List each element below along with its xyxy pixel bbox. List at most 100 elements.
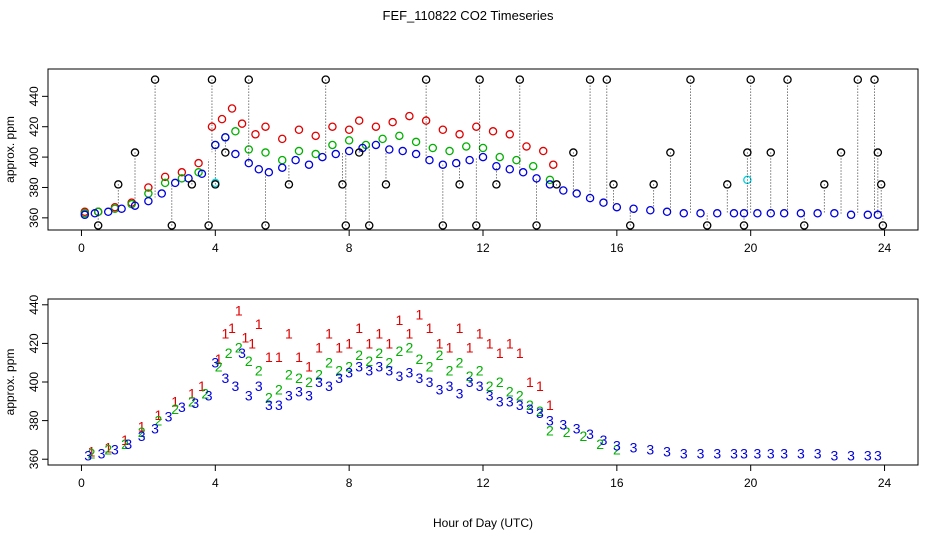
bottom-series-2-point: 3 [385, 362, 393, 378]
top-series-1-point [478, 143, 488, 153]
top-series-2-point [244, 158, 254, 168]
top-series-4-point [870, 75, 879, 84]
top-series-4-point [341, 221, 351, 230]
bottom-series-1-point: 2 [275, 382, 283, 398]
top-series-4-point [569, 148, 578, 157]
bottom-series-1-point: 2 [305, 374, 313, 390]
top-series-1-point [277, 155, 287, 165]
top-series-4-point [515, 75, 525, 84]
top-y-tick-label: 360 [27, 208, 41, 228]
top-series-4-point [421, 75, 431, 84]
top-series-4-point [455, 180, 464, 189]
top-series-2-point [779, 209, 789, 218]
top-series-4-point [475, 75, 484, 84]
top-series-1-point [512, 155, 521, 165]
bottom-series-2-point: 3 [231, 378, 239, 394]
top-series-1-point [462, 142, 471, 151]
top-series-1-point [378, 134, 387, 144]
bottom-series-2-point: 3 [416, 370, 424, 386]
bottom-series-0-point: 1 [315, 339, 323, 355]
top-y-tick-label: 420 [27, 116, 41, 136]
top-series-2-point [796, 209, 806, 218]
bottom-series-1-point: 2 [375, 345, 383, 361]
top-series-4-point [873, 148, 883, 157]
bottom-series-1-point: 2 [104, 442, 112, 458]
bottom-series-0-point: 1 [121, 432, 129, 448]
bottom-series-2-point: 3 [345, 364, 353, 380]
bottom-series-0-point: 1 [355, 320, 363, 336]
bottom-series-2-point: 3 [864, 447, 872, 463]
bottom-series-0-point: 1 [456, 320, 464, 336]
bottom-series-0-point: 1 [155, 407, 163, 423]
bottom-series-0-point: 1 [426, 320, 434, 336]
bottom-series-1-point: 2 [88, 445, 96, 461]
top-series-0-point [354, 116, 364, 125]
bottom-series-2-point: 3 [780, 445, 788, 461]
top-series-2-point [398, 146, 407, 156]
top-series-2-point [344, 146, 354, 156]
bottom-series-1-point: 2 [121, 436, 129, 452]
top-x-tick-label: 12 [476, 241, 490, 255]
top-series-0-point [344, 125, 354, 135]
bottom-series-0-point: 1 [385, 335, 393, 351]
top-y-tick-label: 400 [27, 147, 41, 167]
bottom-series-1-point: 2 [516, 388, 524, 404]
bottom-series-1-point: 2 [496, 374, 504, 390]
bottom-series-1-point: 2 [245, 353, 253, 369]
bottom-x-tick-label: 20 [744, 476, 758, 490]
top-series-2-point [411, 149, 421, 159]
bottom-series-0-point: 1 [526, 374, 534, 390]
bottom-series-2-point: 3 [559, 416, 567, 432]
bottom-series-2-point: 3 [586, 426, 594, 442]
top-series-2-point [197, 169, 207, 179]
bottom-series-0-point: 1 [221, 326, 229, 342]
top-x-tick-label: 8 [346, 241, 353, 255]
top-series-2-point [318, 152, 327, 162]
top-series-4-point [354, 148, 364, 157]
bottom-series-1-point: 2 [255, 362, 263, 378]
top-series-2-point [371, 140, 381, 150]
top-y-tick-label: 440 [27, 86, 41, 106]
top-series-4-point [602, 75, 612, 84]
bottom-series-2-point: 3 [740, 445, 748, 461]
bottom-series-0-point: 1 [496, 345, 504, 361]
bottom-series-2-point: 3 [325, 378, 333, 394]
bottom-series-2-point: 3 [456, 386, 464, 402]
bottom-series-1-point: 2 [385, 355, 393, 371]
top-series-4-point [338, 180, 347, 189]
bottom-series-1-point: 2 [563, 424, 571, 440]
bottom-series-1-point: 2 [456, 355, 464, 371]
top-series-4-point [130, 148, 140, 157]
bottom-series-2-point: 3 [178, 399, 186, 415]
top-series-1-point [160, 178, 170, 188]
top-x-tick-label: 16 [610, 241, 624, 255]
top-series-2-point [425, 155, 434, 165]
bottom-series-0-point: 1 [436, 335, 444, 351]
top-series-4-point [585, 75, 595, 84]
bottom-series-2-point: 3 [255, 378, 263, 394]
top-series-4-point [743, 148, 752, 157]
top-series-4-point [167, 221, 177, 230]
bottom-series-1-point: 2 [506, 384, 514, 400]
bottom-series-0-point: 1 [305, 359, 313, 375]
top-series-4-point [820, 180, 829, 189]
bottom-series-2-point: 3 [98, 445, 106, 461]
top-series-0-point [405, 111, 414, 121]
bottom-series-1-point: 2 [416, 351, 424, 367]
top-series-4-point [799, 221, 809, 230]
bottom-series-2-point: 3 [205, 388, 213, 404]
top-series-4-point [649, 180, 658, 189]
bottom-x-tick-label: 4 [212, 476, 219, 490]
bottom-series-0-point: 1 [325, 326, 333, 342]
bottom-series-2-point: 3 [211, 355, 219, 371]
bottom-series-2-point: 3 [165, 409, 173, 425]
top-series-0-point [472, 122, 481, 131]
bottom-series-0-point: 1 [228, 320, 236, 336]
top-x-tick-label: 0 [78, 241, 85, 255]
bottom-series-1-point: 2 [613, 442, 621, 458]
bottom-series-2-point: 3 [874, 447, 882, 463]
bottom-series-0-point: 1 [466, 339, 474, 355]
bottom-series-0-point: 1 [104, 440, 112, 456]
bottom-series-0-point: 1 [188, 386, 196, 402]
bottom-series-1-point: 2 [436, 347, 444, 363]
